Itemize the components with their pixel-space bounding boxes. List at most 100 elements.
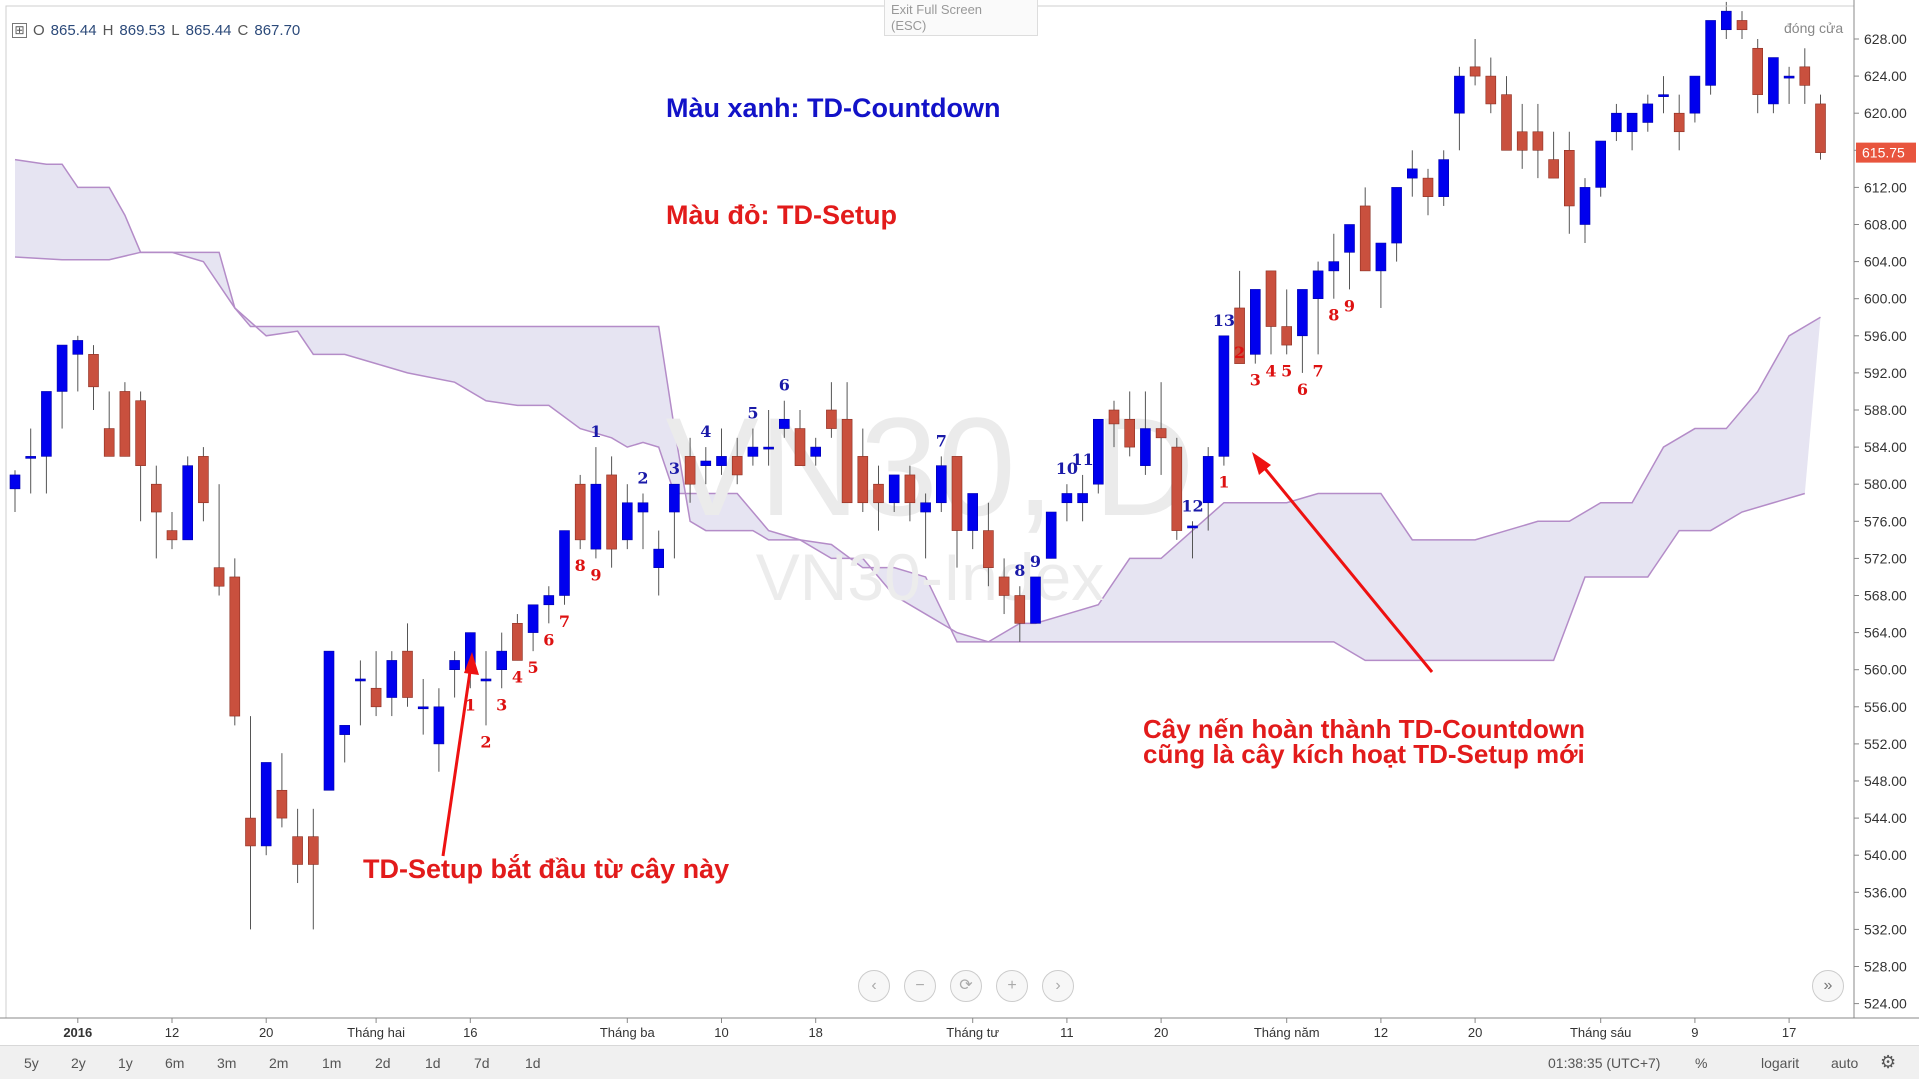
range-1m[interactable]: 1m: [322, 1055, 342, 1071]
candle-body: [716, 456, 727, 466]
candle: [778, 400, 790, 438]
candle-body: [1234, 307, 1245, 364]
watermark: VN30, D VN30-Index: [665, 388, 1194, 614]
interval-1d[interactable]: 1d: [425, 1055, 441, 1071]
time-tick-label: 20: [1468, 1025, 1482, 1040]
candle-body: [1564, 150, 1575, 207]
candle-body: [1014, 595, 1026, 624]
watermark-symbol: VN30, D: [665, 388, 1194, 545]
cloud-line-a: [14, 251, 1806, 662]
candle: [323, 650, 335, 791]
setup-start-annotation: TD-Setup bắt đầu từ cây này: [363, 854, 730, 884]
price-tick-label: 544.00: [1864, 810, 1907, 826]
candle: [245, 716, 256, 930]
candle-body: [1171, 446, 1183, 531]
candle: [386, 651, 398, 717]
exit-fullscreen-hint[interactable]: Exit Full Screen (ESC): [884, 0, 1038, 36]
candle-body: [857, 456, 869, 504]
candle: [763, 410, 774, 466]
plus-icon[interactable]: +: [996, 970, 1028, 1002]
interval-1d-alt[interactable]: 1d: [525, 1055, 541, 1071]
last-price-tag: [1856, 142, 1916, 163]
range-2y[interactable]: 2y: [71, 1055, 86, 1071]
chevron-right-icon[interactable]: ›: [1042, 970, 1074, 1002]
candle-body: [935, 465, 947, 504]
ohlc-legend: ⊞ O 865.44 H 869.53 L 865.44 C 867.70: [12, 22, 300, 39]
range-1y[interactable]: 1y: [118, 1055, 133, 1071]
candle-body: [339, 725, 351, 735]
scroll-to-end-icon[interactable]: »: [1812, 970, 1844, 1002]
interval-2d[interactable]: 2d: [375, 1055, 391, 1071]
range-5y[interactable]: 5y: [24, 1055, 39, 1071]
candle-body: [9, 474, 21, 490]
candle-body: [151, 483, 162, 513]
reset-icon[interactable]: ⟳: [950, 970, 982, 1002]
candle-body: [700, 460, 712, 466]
chevron-left-icon[interactable]: ‹: [858, 970, 890, 1002]
td-countdown-number: 8: [1014, 561, 1025, 580]
auto-toggle[interactable]: auto: [1831, 1055, 1859, 1071]
candle: [590, 447, 602, 559]
candle: [543, 586, 555, 624]
candle-body: [512, 623, 523, 661]
open-value: 865.44: [50, 22, 97, 39]
candle-body: [621, 502, 633, 541]
candle: [606, 456, 617, 568]
gear-icon[interactable]: ⚙: [1880, 1052, 1897, 1072]
candle-body: [1783, 75, 1795, 79]
candle-body: [1391, 187, 1402, 244]
percent-toggle[interactable]: %: [1695, 1055, 1708, 1071]
candle-body: [166, 530, 178, 541]
candle-body: [1281, 326, 1292, 346]
candle-body: [1736, 20, 1748, 31]
ichimoku-cloud: [14, 158, 1821, 662]
candle-body: [904, 474, 916, 504]
td-countdown-number: 2: [637, 468, 648, 487]
candle: [841, 382, 853, 504]
candle-body: [888, 474, 900, 504]
time-tick-label: 11: [1060, 1025, 1074, 1040]
range-2m[interactable]: 2m: [269, 1055, 289, 1071]
interval-7d[interactable]: 7d: [474, 1055, 490, 1071]
candle-body: [72, 340, 84, 355]
candle-body: [559, 530, 570, 596]
range-6m[interactable]: 6m: [165, 1055, 185, 1071]
minus-icon[interactable]: −: [904, 970, 936, 1002]
candle-body: [1673, 112, 1685, 133]
candle: [1030, 576, 1041, 624]
candle: [402, 623, 413, 707]
td-setup-number: 9: [590, 565, 601, 584]
candle-body: [1689, 75, 1701, 114]
candle-body: [1265, 270, 1277, 327]
time-tick-label: 20: [259, 1025, 273, 1040]
candle: [1391, 187, 1402, 262]
candle: [292, 808, 303, 884]
candle: [135, 391, 146, 522]
blue-legend-annotation: Màu xanh: TD-Countdown: [666, 93, 1001, 123]
open-label: O: [33, 22, 45, 39]
td-setup-number: 2: [480, 732, 491, 751]
candle-body: [606, 474, 617, 550]
range-3m[interactable]: 3m: [217, 1055, 237, 1071]
candle-body: [260, 762, 272, 847]
candle-body: [292, 836, 303, 865]
candle: [731, 437, 743, 485]
candle: [1218, 335, 1230, 466]
candle: [1799, 48, 1811, 104]
candle: [1501, 76, 1512, 151]
td-setup-number: 5: [1281, 361, 1292, 380]
candle: [1595, 140, 1606, 197]
td-setup-number: 5: [528, 658, 539, 677]
candle-body: [684, 456, 696, 485]
legend-toggle-icon[interactable]: ⊞: [12, 23, 27, 38]
time-tick-label: Tháng tư: [946, 1025, 999, 1040]
candle: [857, 428, 869, 513]
log-toggle[interactable]: logarit: [1761, 1055, 1800, 1071]
candle-body: [56, 344, 68, 392]
candle-body: [1344, 224, 1355, 253]
candle-body: [1768, 57, 1779, 105]
candle: [198, 447, 209, 522]
candle: [1673, 94, 1685, 151]
